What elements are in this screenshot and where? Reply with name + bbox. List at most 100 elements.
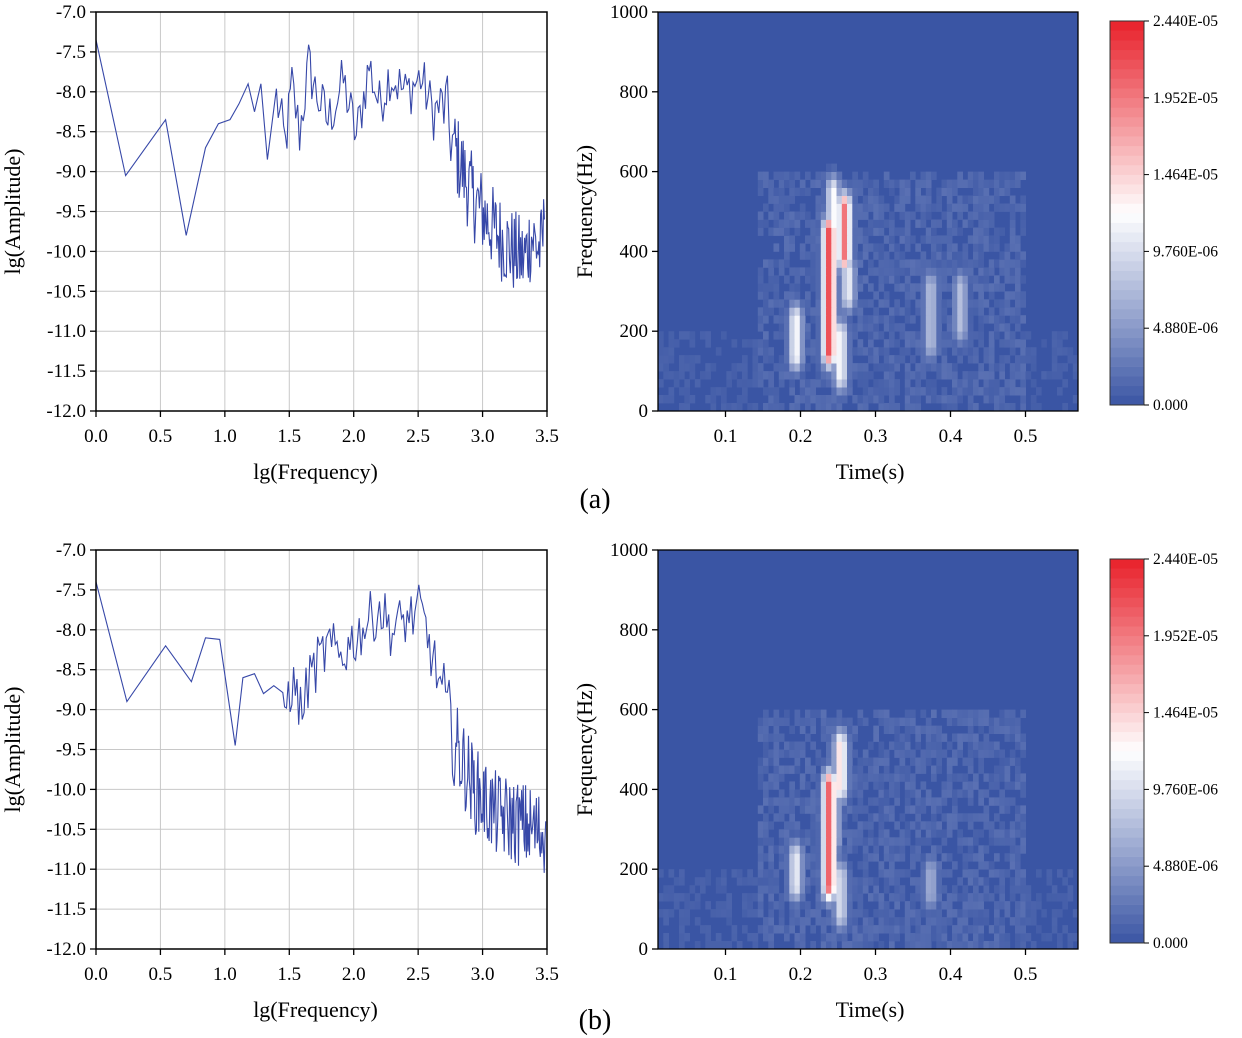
heatmap-cell: [836, 773, 843, 782]
heatmap-cell: [883, 853, 890, 862]
heatmap-cell: [773, 275, 780, 284]
heatmap-cell: [852, 363, 858, 372]
heatmap-cell: [826, 339, 832, 348]
heatmap-cell: [857, 885, 864, 894]
heatmap-cell: [778, 379, 785, 388]
heatmap-cell: [988, 941, 995, 950]
colorbar-step: [1110, 770, 1144, 781]
heatmap-cell: [805, 909, 811, 918]
heatmap-cell: [820, 861, 827, 870]
heatmap-cell: [1004, 243, 1011, 252]
heatmap-cell: [1025, 355, 1032, 364]
heatmap-cell: [1015, 901, 1021, 910]
heatmap-cell: [794, 821, 801, 830]
heatmap-cell: [841, 733, 848, 742]
heatmap-cell: [831, 387, 837, 396]
heatmap-cell: [899, 195, 906, 204]
heatmap-cell: [988, 307, 995, 316]
heatmap-cell: [1020, 339, 1026, 348]
heatmap-cell: [815, 203, 822, 212]
heatmap-cell: [847, 371, 853, 380]
heatmap-cell: [852, 837, 858, 846]
heatmap-cell: [967, 749, 974, 758]
heatmap-cell: [847, 203, 853, 212]
heatmap-cell: [941, 941, 948, 950]
heatmap-cell: [852, 267, 858, 276]
heatmap-cell: [910, 909, 916, 918]
heatmap-cell: [889, 941, 895, 950]
heatmap-cell: [742, 901, 748, 910]
heatmap-cell: [894, 901, 900, 910]
heatmap-cell: [936, 371, 942, 380]
heatmap-cell: [784, 323, 790, 332]
heatmap-cell: [862, 933, 869, 942]
heatmap-cell: [742, 395, 748, 404]
heatmap-cell: [757, 853, 764, 862]
heatmap-cell: [815, 355, 822, 364]
heatmap-cell: [794, 853, 801, 862]
heatmap-cell: [936, 323, 942, 332]
heatmap-cell: [967, 179, 974, 188]
heatmap-cell: [999, 203, 1005, 212]
heatmap-cell: [820, 403, 827, 412]
heatmap-cell: [705, 395, 711, 404]
heatmap-cell: [841, 203, 848, 212]
heatmap-cell: [784, 331, 790, 340]
heatmap-cell: [883, 179, 890, 188]
heatmap-cell: [868, 837, 874, 846]
heatmap-cell: [841, 845, 848, 854]
heatmap-cell: [889, 331, 895, 340]
heatmap-cell: [1015, 387, 1021, 396]
heatmap-cell: [889, 379, 895, 388]
heatmap-cell: [925, 909, 932, 918]
x-tick-label: 1.0: [213, 964, 237, 985]
heatmap-cell: [1015, 909, 1021, 918]
heatmap-cell: [999, 725, 1005, 734]
heatmap-cell: [868, 941, 874, 950]
heatmap-cell: [836, 283, 843, 292]
heatmap-cell: [841, 387, 848, 396]
heatmap-cell: [904, 765, 911, 774]
heatmap-cell: [967, 789, 974, 798]
heatmap-cell: [910, 395, 916, 404]
heatmap-cell: [768, 893, 774, 902]
heatmap-cell: [883, 267, 890, 276]
heatmap-cell: [988, 387, 995, 396]
heatmap-cell: [941, 733, 948, 742]
heatmap-cell: [994, 717, 1000, 726]
heatmap-cell: [784, 797, 790, 806]
heatmap-cell: [794, 757, 801, 766]
heatmap-cell: [957, 251, 963, 260]
heatmap-cell: [978, 941, 984, 950]
heatmap-cell: [847, 315, 853, 324]
heatmap-cell: [820, 773, 827, 782]
heatmap-cell: [899, 853, 906, 862]
colorbar-tick-label: 1.952E-05: [1153, 628, 1218, 645]
heatmap-cell: [815, 757, 822, 766]
heatmap-cell: [763, 877, 769, 886]
heatmap-cell: [915, 765, 921, 774]
heatmap-cell: [910, 805, 916, 814]
heatmap-cell: [784, 259, 790, 268]
colorbar-step: [1110, 261, 1144, 271]
heatmap-cell: [1051, 885, 1058, 894]
heatmap-cell: [815, 227, 822, 236]
heatmap-cell: [805, 853, 811, 862]
heatmap-cell: [815, 331, 822, 340]
heatmap-cell: [705, 371, 711, 380]
x-axis-label: lg(Frequency): [253, 459, 378, 484]
colorbar-step: [1110, 885, 1144, 896]
heatmap-cell: [815, 315, 822, 324]
heatmap-cell: [988, 331, 995, 340]
heatmap-cell: [873, 179, 879, 188]
heatmap-cell: [878, 757, 885, 766]
heatmap-cell: [857, 371, 864, 380]
heatmap-cell: [784, 227, 790, 236]
heatmap-cell: [1009, 749, 1016, 758]
heatmap-cell: [810, 853, 816, 862]
colorbar-tick-label: 2.440E-05: [1153, 551, 1218, 568]
heatmap-cell: [1004, 709, 1011, 718]
heatmap-cell: [883, 725, 890, 734]
heatmap-cell: [931, 725, 937, 734]
heatmap-cell: [826, 251, 832, 260]
